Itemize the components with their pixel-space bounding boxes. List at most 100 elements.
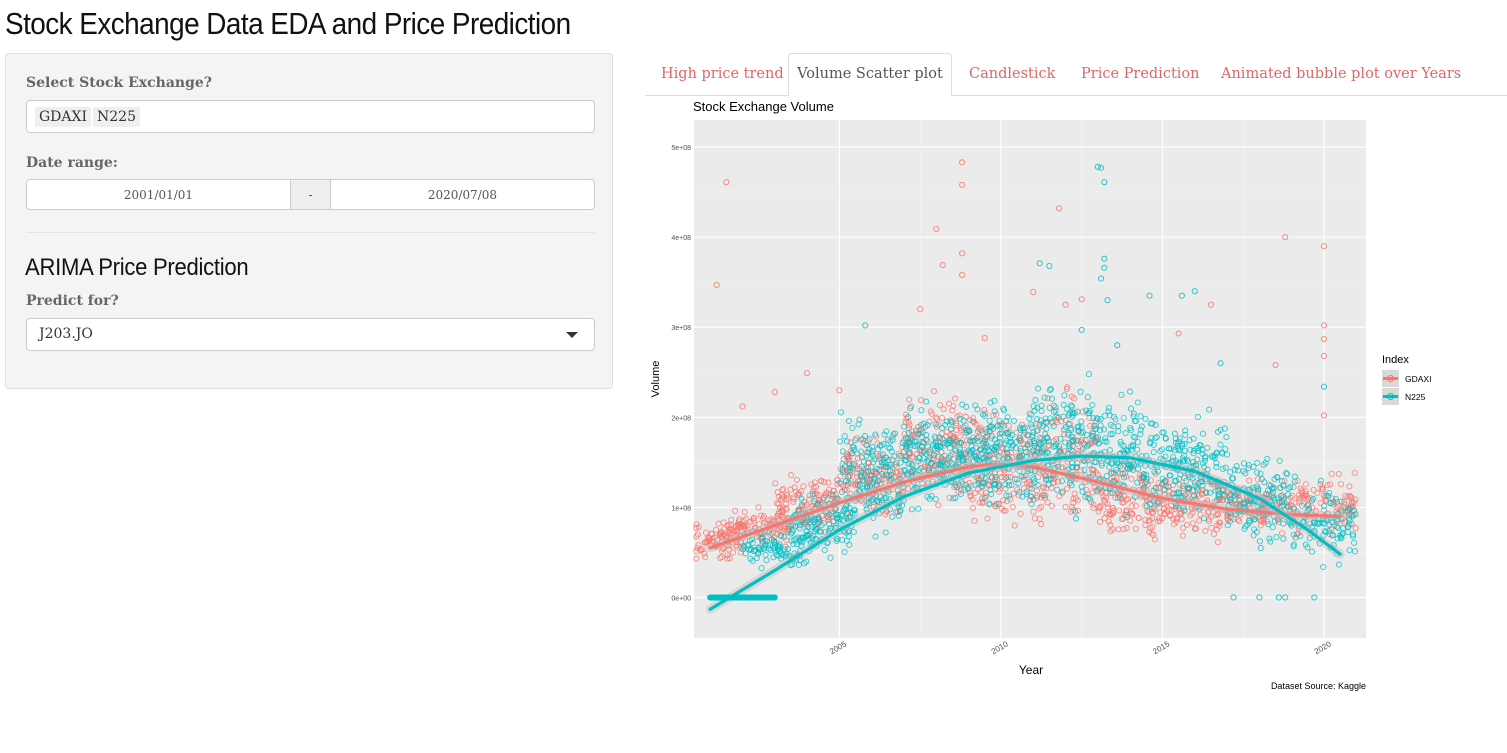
data-point-n225 xyxy=(1227,496,1234,503)
data-point-n225 xyxy=(798,495,805,502)
data-point-n225 xyxy=(1085,494,1092,501)
data-point-n225 xyxy=(1072,508,1079,515)
data-point-n225 xyxy=(1175,475,1183,483)
data-point-n225 xyxy=(1310,495,1317,502)
data-point-gdaxi xyxy=(750,518,757,525)
data-point-n225 xyxy=(1122,429,1129,437)
data-point-gdaxi xyxy=(959,271,966,278)
data-point-gdaxi xyxy=(1261,504,1268,511)
data-point-n225 xyxy=(874,497,881,504)
data-point-n225 xyxy=(1039,445,1046,452)
data-point-n225 xyxy=(850,528,857,535)
data-point-n225 xyxy=(1350,507,1357,514)
data-point-n225 xyxy=(1030,496,1037,503)
data-point-n225 xyxy=(863,441,870,448)
data-point-gdaxi xyxy=(784,529,791,536)
data-point-gdaxi xyxy=(1002,485,1009,492)
data-point-n225 xyxy=(1090,415,1097,422)
data-point-n225 xyxy=(798,501,805,509)
tab-high-price-trend[interactable]: High price trend xyxy=(661,66,784,82)
tab-candlestick[interactable]: Candlestick xyxy=(969,66,1056,82)
exchange-multiselect[interactable]: GDAXI N225 xyxy=(26,100,595,133)
data-point-gdaxi xyxy=(917,306,924,313)
date-start-input[interactable]: 2001/01/01 xyxy=(26,179,291,210)
chevron-down-icon[interactable] xyxy=(566,332,578,338)
data-point-n225 xyxy=(947,425,955,432)
data-point-gdaxi xyxy=(1107,489,1114,496)
data-point-n225 xyxy=(1094,415,1101,423)
data-point-n225 xyxy=(1150,504,1157,511)
data-point-gdaxi xyxy=(1063,386,1070,393)
data-point-n225 xyxy=(755,549,762,556)
data-point-gdaxi xyxy=(970,415,977,422)
data-point-gdaxi xyxy=(953,422,960,429)
data-point-n225 xyxy=(982,440,990,447)
tab-animated-bubble-plot[interactable]: Animated bubble plot over Years xyxy=(1221,66,1462,82)
data-point-n225 xyxy=(1042,431,1049,438)
arima-section-title: ARIMA Price Prediction xyxy=(25,254,249,281)
data-point-n225 xyxy=(1184,484,1191,491)
data-point-n225 xyxy=(928,492,935,500)
data-point-n225 xyxy=(1152,485,1159,492)
data-point-n225 xyxy=(901,466,908,473)
data-point-n225 xyxy=(938,458,946,466)
data-point-n225 xyxy=(1064,431,1072,438)
data-point-gdaxi xyxy=(1205,516,1212,523)
data-point-n225 xyxy=(1028,485,1035,492)
tab-volume-scatter-plot[interactable]: Volume Scatter plot xyxy=(788,53,952,97)
data-point-n225 xyxy=(1069,459,1076,467)
data-point-n225 xyxy=(900,423,907,430)
data-point-gdaxi xyxy=(900,488,907,495)
data-point-gdaxi xyxy=(1289,492,1296,499)
data-point-n225 xyxy=(924,443,931,450)
data-point-gdaxi xyxy=(952,395,959,402)
data-point-gdaxi xyxy=(969,504,976,512)
date-end-input[interactable]: 2020/07/08 xyxy=(330,179,595,210)
tab-price-prediction[interactable]: Price Prediction xyxy=(1081,66,1200,82)
data-point-n225 xyxy=(1265,491,1272,498)
predict-select[interactable]: J203.JO xyxy=(26,318,595,351)
exchange-chip-n225[interactable]: N225 xyxy=(93,107,140,127)
data-point-gdaxi xyxy=(916,427,923,434)
data-point-n225 xyxy=(776,543,783,550)
data-point-n225 xyxy=(872,533,879,540)
data-point-gdaxi xyxy=(1199,486,1206,494)
data-point-gdaxi xyxy=(788,472,795,479)
data-point-n225 xyxy=(1327,500,1334,507)
data-point-gdaxi xyxy=(1216,522,1223,529)
data-point-n225 xyxy=(804,517,811,524)
data-point-n225 xyxy=(1187,446,1194,453)
exchange-chip-gdaxi[interactable]: GDAXI xyxy=(35,107,92,127)
data-point-gdaxi xyxy=(996,470,1003,477)
data-point-n225 xyxy=(957,490,964,498)
data-point-gdaxi xyxy=(810,484,817,491)
data-point-gdaxi xyxy=(1002,507,1009,514)
data-point-gdaxi xyxy=(1302,488,1309,495)
data-point-gdaxi xyxy=(806,492,813,499)
data-point-n225 xyxy=(880,440,887,448)
data-point-n225 xyxy=(996,430,1003,437)
data-point-n225 xyxy=(1282,594,1289,601)
data-point-n225 xyxy=(1320,532,1327,539)
data-point-gdaxi xyxy=(783,500,790,507)
data-point-n225 xyxy=(1045,476,1052,483)
data-point-n225 xyxy=(847,464,854,471)
data-point-n225 xyxy=(1098,462,1105,469)
data-point-n225 xyxy=(824,539,831,546)
chart-legend: Index GDAXI N225 xyxy=(1382,354,1431,405)
data-point-n225 xyxy=(979,472,986,479)
data-point-n225 xyxy=(1308,497,1315,504)
data-point-gdaxi xyxy=(1008,449,1015,456)
data-point-n225 xyxy=(1337,534,1344,541)
data-point-n225 xyxy=(887,467,894,474)
data-point-gdaxi xyxy=(1160,479,1167,486)
data-point-gdaxi xyxy=(1310,486,1317,493)
data-point-n225 xyxy=(1126,466,1133,473)
data-point-gdaxi xyxy=(1034,492,1041,499)
data-point-gdaxi xyxy=(780,485,787,493)
data-point-n225 xyxy=(788,561,796,568)
data-point-n225 xyxy=(1046,262,1053,269)
data-point-gdaxi xyxy=(896,474,903,481)
data-point-gdaxi xyxy=(735,518,743,525)
data-point-gdaxi xyxy=(933,225,940,233)
